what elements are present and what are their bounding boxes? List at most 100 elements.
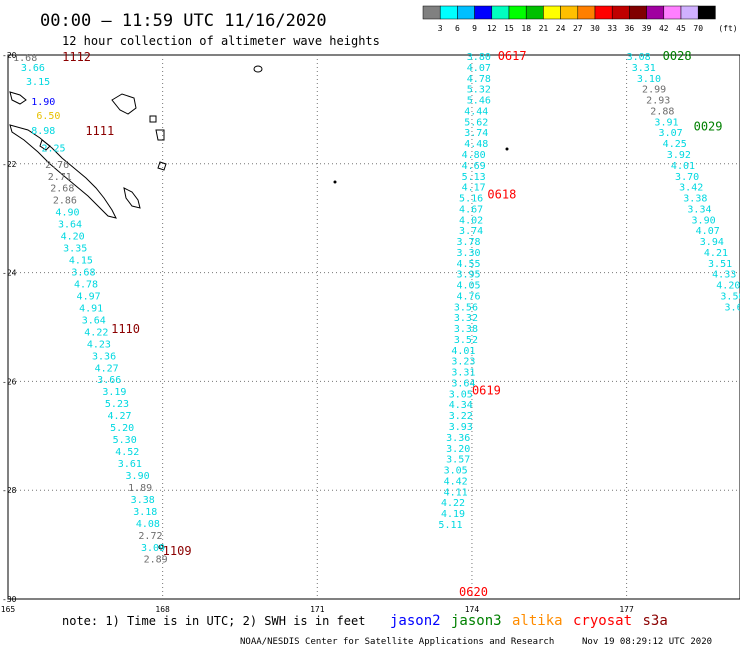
wave-height-value: 4.17 [462,183,486,194]
wave-height-value: 4.11 [444,487,468,498]
island-dot [333,180,337,184]
wave-height-value: 3.15 [26,77,50,88]
wave-height-value: 4.90 [55,208,79,219]
lat-tick-label: -26 [2,377,17,386]
wave-height-value: 3.70 [675,172,699,183]
wave-height-value: 3.93 [449,422,473,433]
pass-time-label: 1112 [62,50,91,64]
legend-swatch [629,5,647,20]
wave-height-value: 8.98 [31,126,55,137]
wave-height-value: 4.07 [696,226,720,237]
wave-height-value: 5.20 [110,423,134,434]
wave-height-value: 1.89 [128,483,152,494]
wave-height-value: 3.56 [454,302,478,313]
legend-swatch [577,5,596,20]
map-frame [7,54,740,600]
track-middle: 3.804.074.785.325.464.445.623.744.484.80… [438,49,526,599]
wave-height-value: 3.90 [692,215,716,226]
wave-height-value: 3.22 [449,411,473,422]
wave-height-value: 4.22 [441,498,465,509]
legend-label: 27 [573,24,583,33]
wave-height-value: 2.72 [138,531,162,542]
wave-height-value: 1.68 [13,53,37,64]
wave-height-value: 5.30 [113,435,137,446]
lat-tick-label: -28 [2,486,17,495]
wave-height-value: 3.20 [446,444,470,455]
wave-height-value: 3.51 [708,259,732,270]
wave-height-value: 2.68 [50,184,74,195]
wave-height-value: 4.01 [671,161,695,172]
legend-label: 9 [472,24,477,33]
legend-swatch [697,5,716,20]
wave-height-value: 3.95 [456,270,480,281]
lat-tick-label: -20 [2,51,17,60]
wave-height-value: 4.25 [663,139,687,150]
altimeter-tracks: 1.683.663.151.906.508.982.252.762.712.68… [13,49,740,599]
pass-time-label: 1111 [85,124,114,138]
wave-height-value: 4.80 [462,150,486,161]
legend-label: 39 [642,24,652,33]
track-left: 1.683.663.151.906.508.982.252.762.712.68… [13,50,191,566]
wave-height-value: 4.27 [95,363,119,374]
wave-height-value: 3.09 [141,543,165,554]
wave-height-value: 4.22 [84,327,108,338]
wave-height-value: 3.38 [454,324,478,335]
pass-time-label: 0620 [459,585,488,599]
pass-time-label: 0029 [694,120,723,134]
satellite-jason3: jason3 [451,613,502,629]
wave-height-value: 3.07 [659,128,683,139]
wave-height-value: 3.66 [21,63,45,74]
legend-unit: (ft) [718,24,737,33]
wave-height-value: 5.16 [459,194,483,205]
wave-height-value: 3.63 [725,302,740,313]
wave-height-value: 1.90 [31,97,55,108]
pass-time-label: 0617 [498,49,527,63]
wave-height-value: 3.38 [131,495,155,506]
wave-height-value: 5.46 [467,96,491,107]
wave-height-value: 3.35 [63,244,87,255]
legend-swatch [525,5,544,20]
lat-tick-label: -22 [2,160,17,169]
wave-height-value: 4.52 [115,447,139,458]
wave-height-value: 3.30 [456,248,480,259]
wave-height-value: 3.66 [97,375,121,386]
satellite-s3a: s3a [643,613,668,629]
legend-swatch [439,5,458,20]
legend-label: 45 [676,24,686,33]
footer-note: note: 1) Time is in UTC; 2) SWH is in fe… [62,614,365,628]
wave-height-value: 4.76 [456,291,480,302]
track-right: 3.083.313.102.992.932.883.913.074.253.92… [627,49,740,313]
legend-swatch [474,5,493,20]
map-title: 00:00 – 11:59 UTC 11/16/2020 [40,11,327,31]
legend-swatch [422,5,441,20]
wave-height-value: 2.99 [642,85,666,96]
wave-height-value: 3.94 [700,237,724,248]
legend-label: 21 [539,24,549,33]
wave-height-value: 4.69 [462,161,486,172]
lat-lon-grid: 165 168 171 174 177 -20 -22 -24 -26 -28 -30 [1,51,740,614]
wave-height-value: 4.15 [69,256,93,267]
pass-time-label: 0028 [663,49,692,63]
island-outline [253,65,263,73]
wave-height-value: 5.32 [467,85,491,96]
wave-height-legend: 3 6 9 12 15 18 21 24 27 30 33 36 39 42 45 70 (ft) [422,5,738,33]
wave-height-value: 3.90 [126,471,150,482]
wave-height-value: 3.78 [456,237,480,248]
wave-height-value: 3.64 [451,378,475,389]
wave-height-value: 3.19 [102,387,126,398]
wave-height-value: 4.67 [459,204,483,215]
wave-height-value: 3.68 [71,268,95,279]
wave-height-value: 2.89 [144,555,168,566]
lat-tick-label: -24 [2,269,17,278]
pass-time-label: 1110 [111,322,140,336]
wave-height-value: 2.93 [646,96,670,107]
wave-height-value: 3.08 [627,52,651,63]
legend-swatch [594,5,613,20]
wave-height-value: 3.74 [459,226,483,237]
wave-height-value: 3.91 [654,117,678,128]
pass-time-label: 0618 [487,188,516,202]
wave-height-value: 3.36 [446,433,470,444]
pass-time-label: 1109 [163,544,192,558]
legend-label: 12 [487,24,497,33]
wave-height-value: 3.74 [464,128,488,139]
